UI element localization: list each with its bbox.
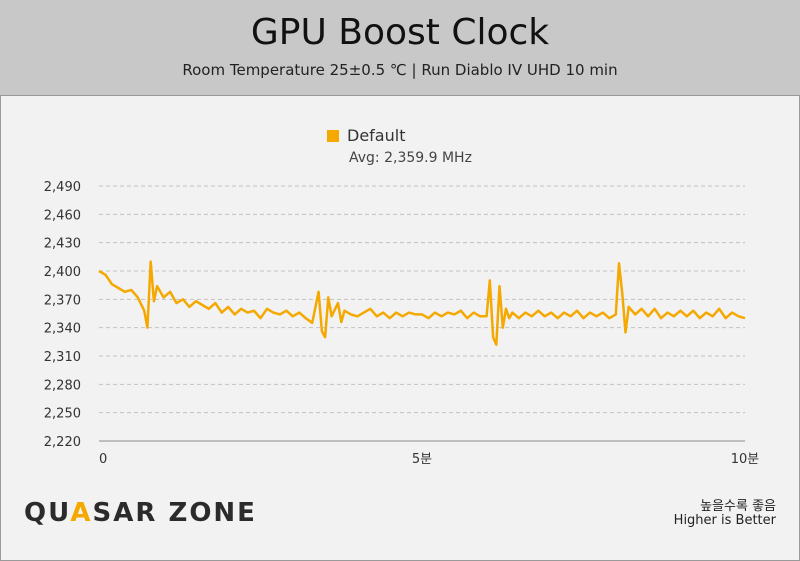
y-tick-label: 2,340: [44, 322, 81, 337]
x-tick-label: 5분: [412, 452, 432, 467]
note-english: Higher is Better: [673, 513, 776, 528]
quasarzone-logo: QUASAR ZONE: [24, 498, 257, 528]
chart-subtitle: Room Temperature 25±0.5 ℃ | Run Diablo I…: [182, 61, 618, 79]
y-tick-label: 2,370: [44, 293, 81, 308]
series-layer: [98, 260, 746, 346]
y-tick-label: 2,280: [44, 378, 81, 393]
chart-title: GPU Boost Clock: [250, 12, 550, 53]
y-tick-label: 2,400: [44, 265, 81, 280]
note-korean: 높을수록 좋음: [700, 499, 776, 514]
y-tick-label: 2,490: [44, 180, 81, 195]
y-axis-ticks: 2,220 2,250 2,280 2,310 2,340 2,370 2,400 2,430…: [44, 180, 81, 450]
y-tick-label: 2,430: [44, 237, 81, 252]
series-line-default: [98, 260, 746, 346]
legend: Default: [327, 126, 405, 145]
x-tick-label: 10분: [731, 452, 760, 467]
legend-swatch: [327, 129, 339, 142]
y-tick-label: 2,220: [44, 435, 81, 450]
average-label: Avg: 2,359.9 MHz: [349, 150, 472, 166]
grid-lines: [99, 185, 745, 442]
chart-header: GPU Boost Clock Room Temperature 25±0.5 …: [0, 0, 800, 96]
y-tick-label: 2,460: [44, 208, 81, 223]
x-tick-label: 0: [99, 452, 107, 467]
x-axis-ticks: 0 5분 10분: [99, 452, 759, 467]
legend-label: Default: [347, 126, 406, 145]
y-tick-label: 2,250: [44, 407, 81, 422]
y-tick-label: 2,310: [44, 350, 81, 365]
